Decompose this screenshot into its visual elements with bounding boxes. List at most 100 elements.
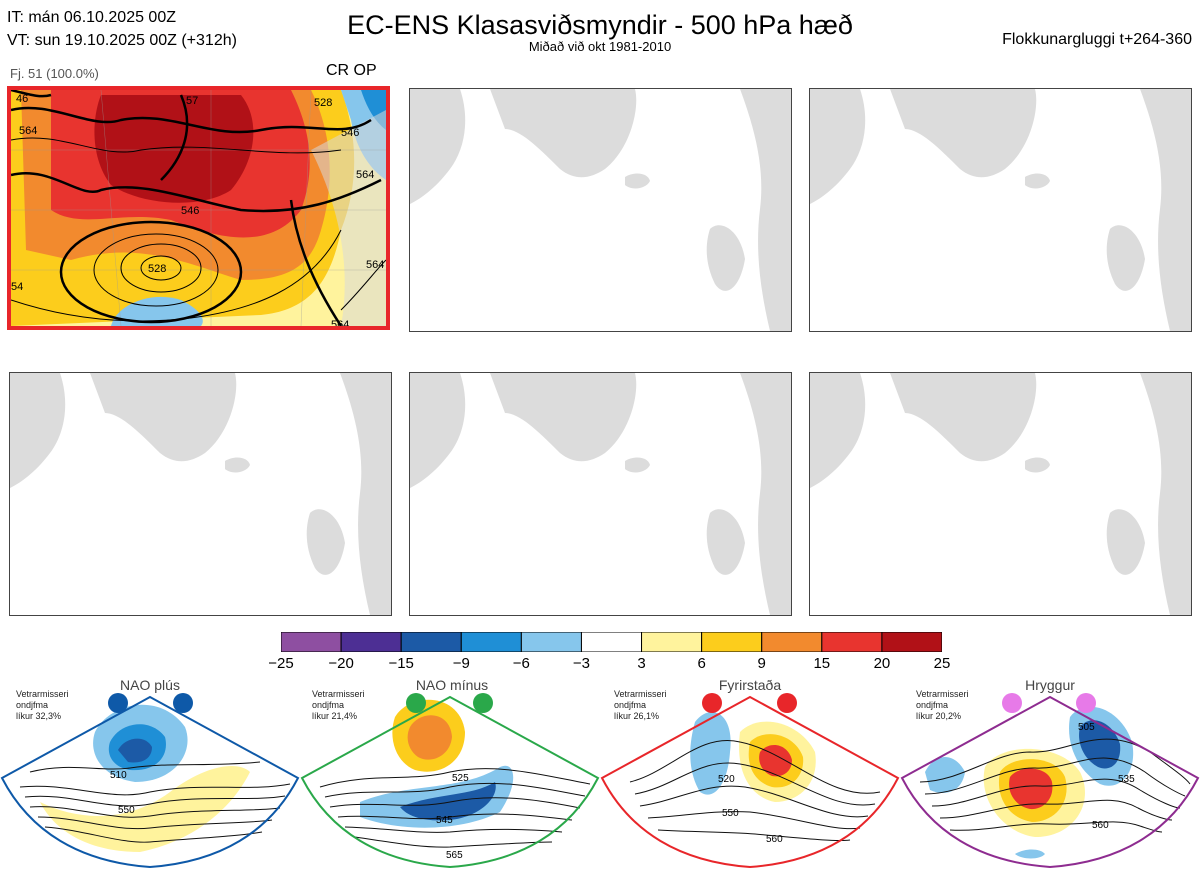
anomaly-negative-west bbox=[925, 757, 965, 793]
cluster-map-1[interactable]: 46 564 57 528 546 564 546 528 564 564 56… bbox=[7, 86, 390, 330]
regime-dot bbox=[1076, 693, 1096, 713]
colorbar-tick-label: 3 bbox=[637, 655, 646, 672]
colorbar-tick-label: 25 bbox=[933, 655, 951, 672]
british-isles bbox=[1106, 509, 1145, 575]
contours bbox=[319, 768, 591, 848]
contours bbox=[19, 761, 291, 843]
anomaly-field-20 bbox=[94, 95, 254, 203]
regime-outline bbox=[600, 695, 900, 869]
cluster-map-4[interactable] bbox=[9, 372, 392, 616]
anomaly-negative bbox=[690, 712, 731, 795]
regime-nao-plus[interactable]: 510 550 bbox=[0, 672, 300, 872]
cluster-map-2[interactable] bbox=[409, 88, 792, 332]
colorbar-tick-label: −6 bbox=[512, 655, 530, 672]
cluster-map-6[interactable] bbox=[809, 372, 1192, 616]
colorbar-cell bbox=[641, 632, 703, 652]
land-map bbox=[410, 89, 791, 331]
regime-label: 560 bbox=[766, 834, 783, 845]
note-line: ondjfma bbox=[16, 700, 49, 710]
regime-name: NAO plús bbox=[120, 677, 180, 693]
colorbar-cell bbox=[281, 632, 342, 652]
anomaly-positive-core bbox=[759, 745, 792, 777]
regime-map: 505 535 560 bbox=[900, 693, 1200, 869]
regime-label: 535 bbox=[1118, 774, 1135, 785]
greenland bbox=[490, 373, 637, 462]
contour-label: 528 bbox=[314, 97, 332, 109]
british-isles bbox=[706, 225, 745, 291]
colorbar-cell bbox=[340, 632, 402, 652]
contour-label: 564 bbox=[356, 169, 374, 181]
scandinavia bbox=[1140, 89, 1191, 331]
cluster-map-3[interactable] bbox=[809, 88, 1192, 332]
scandinavia bbox=[340, 373, 391, 615]
regime-name: Hryggur bbox=[1025, 677, 1075, 693]
regime-ridge[interactable]: 505 535 560 bbox=[900, 672, 1200, 872]
regime-note: Vetrarmisseri ondjfma líkur 21,4% bbox=[312, 689, 365, 722]
colorbar bbox=[281, 632, 942, 652]
note-line: Vetrarmisseri bbox=[916, 689, 969, 699]
contour-label: 546 bbox=[341, 127, 359, 139]
height-contours bbox=[11, 90, 386, 326]
cluster-map-5[interactable] bbox=[409, 372, 792, 616]
colorbar-cell bbox=[701, 632, 763, 652]
colorbar-cell bbox=[761, 632, 823, 652]
regime-nao-minus[interactable]: 525 545 565 bbox=[300, 672, 600, 872]
anomaly-negative-core bbox=[1079, 720, 1121, 769]
regime-name: NAO mínus bbox=[415, 677, 489, 693]
canada bbox=[810, 373, 866, 488]
iceland bbox=[625, 457, 650, 473]
regime-dot bbox=[777, 693, 797, 713]
note-line: Vetrarmisseri bbox=[614, 689, 667, 699]
note-line: líkur 26,1% bbox=[614, 711, 660, 721]
regime-dot bbox=[473, 693, 493, 713]
regime-blocking[interactable]: 520 550 560 bbox=[600, 672, 900, 872]
note-line: ondjfma bbox=[312, 700, 345, 710]
scandinavia bbox=[1140, 373, 1191, 615]
colorbar-cell bbox=[400, 632, 462, 652]
note-line: líkur 32,3% bbox=[16, 711, 62, 721]
greenland bbox=[890, 373, 1037, 462]
iceland bbox=[1025, 173, 1050, 189]
land-map bbox=[810, 373, 1191, 615]
note-line: ondjfma bbox=[916, 700, 949, 710]
canada bbox=[10, 373, 66, 488]
regime-map: 525 545 565 bbox=[300, 693, 600, 869]
valid-time: VT: sun 19.10.2025 00Z (+312h) bbox=[7, 32, 237, 49]
canada bbox=[410, 89, 466, 204]
colorbar-cell bbox=[520, 632, 582, 652]
colorbar-tick-label: 20 bbox=[873, 655, 891, 672]
colorbar-cell bbox=[580, 632, 643, 652]
land-map bbox=[810, 89, 1191, 331]
contour-label: 46 bbox=[16, 93, 28, 105]
canada bbox=[410, 373, 466, 488]
regime-dot bbox=[173, 693, 193, 713]
anomaly-negative-south bbox=[1015, 849, 1045, 859]
note-line: Vetrarmisseri bbox=[16, 689, 69, 699]
contour-label: 54 bbox=[11, 281, 23, 293]
regime-label: 505 bbox=[1078, 722, 1095, 733]
colorbar-tick-label: −3 bbox=[572, 655, 590, 672]
note-line: líkur 21,4% bbox=[312, 711, 358, 721]
greenland bbox=[490, 89, 637, 178]
cluster-window: Flokkunargluggi t+264-360 bbox=[1002, 31, 1192, 48]
regime-map: 520 550 560 bbox=[600, 693, 900, 869]
page-title: EC-ENS Klasasviðsmyndir - 500 hPa hæð bbox=[347, 10, 853, 40]
greenland bbox=[890, 89, 1037, 178]
iceland bbox=[1025, 457, 1050, 473]
regime-dot bbox=[108, 693, 128, 713]
contour-label: 564 bbox=[331, 319, 349, 326]
british-isles bbox=[706, 509, 745, 575]
regime-label: 550 bbox=[722, 808, 739, 819]
colorbar-cell bbox=[460, 632, 522, 652]
page-subtitle: Miðað við okt 1981-2010 bbox=[528, 39, 672, 54]
header-info: IT: mán 06.10.2025 00Z VT: sun 19.10.202… bbox=[7, 6, 237, 52]
note-line: ondjfma bbox=[614, 700, 647, 710]
iceland bbox=[625, 173, 650, 189]
regime-label: 565 bbox=[446, 850, 463, 861]
anomaly-negative-core bbox=[400, 782, 496, 821]
regime-dot bbox=[406, 693, 426, 713]
colorbar-tick-label: −9 bbox=[452, 655, 470, 672]
colorbar-cell bbox=[881, 632, 942, 652]
regime-label: 510 bbox=[110, 770, 127, 781]
british-isles bbox=[1106, 225, 1145, 291]
